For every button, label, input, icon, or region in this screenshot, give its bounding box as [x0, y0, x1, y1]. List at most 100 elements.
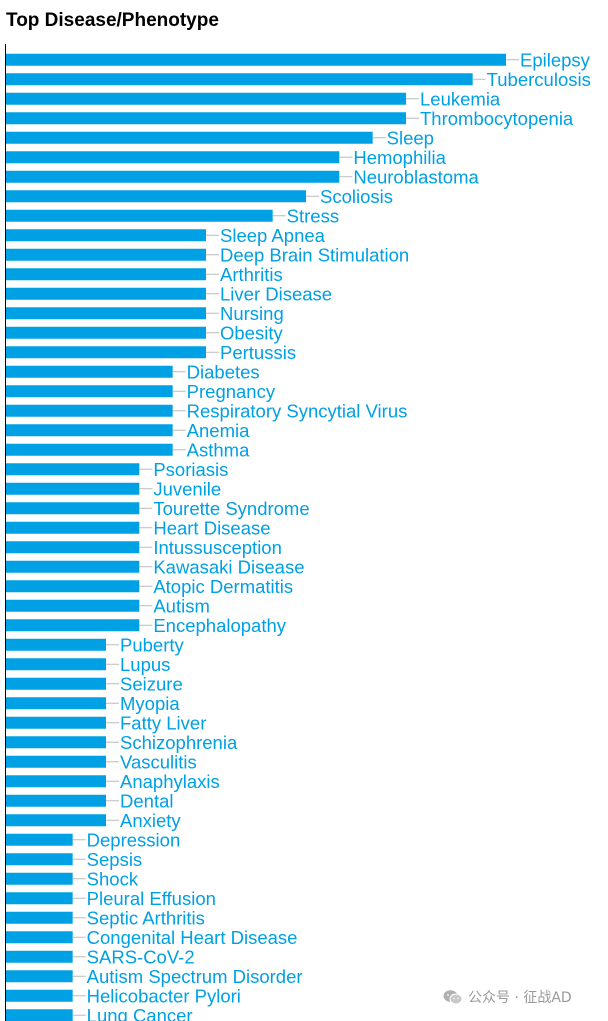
bar-label: Psoriasis: [153, 459, 228, 480]
bar-tuberculosis: [6, 73, 473, 86]
bar-lung-cancer: [6, 1009, 73, 1021]
bar-obesity: [6, 326, 206, 339]
bar-sleep-apnea: [6, 229, 206, 242]
bar-heart-disease: [6, 521, 140, 534]
bar-label: Lung Cancer: [87, 1005, 193, 1021]
bar-label: Epilepsy: [520, 49, 591, 70]
bar-label: Diabetes: [187, 361, 260, 382]
bar-seizure: [6, 677, 106, 690]
bar-myopia: [6, 697, 106, 710]
bar-label: Anaphylaxis: [120, 771, 220, 792]
bar-label: Depression: [87, 829, 181, 850]
bar-sleep: [6, 131, 373, 144]
bar-label: SARS-CoV-2: [87, 946, 195, 967]
bar-tourette-syndrome: [6, 502, 140, 515]
bar-depression: [6, 833, 73, 846]
bar-label: Sleep: [387, 127, 434, 148]
bar-label: Tourette Syndrome: [153, 498, 309, 519]
bar-label: Dental: [120, 790, 173, 811]
bar-label: Vasculitis: [120, 751, 197, 772]
bar-label: Congenital Heart Disease: [87, 927, 298, 948]
bar-septic-arthritis: [6, 911, 73, 924]
bar-dental: [6, 794, 106, 807]
bar-intussusception: [6, 541, 140, 554]
bar-arthritis: [6, 268, 206, 281]
bar-deep-brain-stimulation: [6, 248, 206, 261]
bar-label: Lupus: [120, 654, 170, 675]
bar-autism: [6, 599, 140, 612]
bar-lupus: [6, 658, 106, 671]
bar-thrombocytopenia: [6, 112, 406, 125]
bar-label: Thrombocytopenia: [420, 108, 574, 129]
bar-pleural-effusion: [6, 892, 73, 905]
bar-pregnancy: [6, 385, 173, 398]
bar-autism-spectrum-disorder: [6, 970, 73, 983]
bar-label: Autism: [153, 595, 210, 616]
bar-label: Tuberculosis: [487, 69, 591, 90]
bar-label: Heart Disease: [153, 517, 270, 538]
bar-juvenile: [6, 482, 140, 495]
bar-hemophilia: [6, 151, 340, 164]
bar-label: Liver Disease: [220, 283, 332, 304]
bar-label: Asthma: [187, 439, 250, 460]
bar-fatty-liver: [6, 716, 106, 729]
bar-diabetes: [6, 365, 173, 378]
wechat-icon: [443, 990, 463, 1005]
bar-label: Scoliosis: [320, 186, 393, 207]
bar-schizophrenia: [6, 736, 106, 749]
bar-scoliosis: [6, 190, 306, 203]
bar-label: Myopia: [120, 693, 180, 714]
bar-epilepsy: [6, 53, 506, 66]
bar-label: Pleural Effusion: [87, 888, 216, 909]
bar-sepsis: [6, 853, 73, 866]
bar-label: Nursing: [220, 303, 284, 324]
bar-label: Autism Spectrum Disorder: [87, 966, 303, 987]
bar-kawasaki-disease: [6, 560, 140, 573]
bar-label: Juvenile: [153, 478, 221, 499]
bar-psoriasis: [6, 463, 140, 476]
bar-respiratory-syncytial-virus: [6, 404, 173, 417]
bar-label: Anxiety: [120, 810, 181, 831]
bar-stress: [6, 209, 273, 222]
bar-label: Shock: [87, 868, 139, 889]
bar-label: Seizure: [120, 673, 183, 694]
bar-label: Pregnancy: [187, 381, 276, 402]
bar-label: Deep Brain Stimulation: [220, 244, 409, 265]
bar-label: Puberty: [120, 634, 185, 655]
watermark: 公众号 · 征战AD: [443, 987, 572, 1007]
bar-label: Pertussis: [220, 342, 296, 363]
bar-pertussis: [6, 346, 206, 359]
bar-label: Intussusception: [153, 537, 282, 558]
bar-anaphylaxis: [6, 775, 106, 788]
bar-label: Sepsis: [87, 849, 143, 870]
bar-anxiety: [6, 814, 106, 827]
bar-encephalopathy: [6, 619, 140, 632]
bar-label: Atopic Dermatitis: [153, 576, 293, 597]
bar-liver-disease: [6, 287, 206, 300]
bar-label: Neuroblastoma: [353, 166, 479, 187]
bar-label: Fatty Liver: [120, 712, 206, 733]
bar-atopic-dermatitis: [6, 580, 140, 593]
chart-title: Top Disease/Phenotype: [6, 10, 219, 31]
bar-label: Sleep Apnea: [220, 225, 326, 246]
bar-label: Obesity: [220, 322, 283, 343]
bar-congenital-heart-disease: [6, 931, 73, 944]
bar-label: Arthritis: [220, 264, 283, 285]
bar-asthma: [6, 443, 173, 456]
bar-sars-cov-2: [6, 950, 73, 963]
bar-shock: [6, 872, 73, 885]
watermark-text: 公众号 · 征战AD: [468, 990, 572, 1006]
bar-label: Encephalopathy: [153, 615, 286, 636]
bar-label: Leukemia: [420, 88, 501, 109]
bar-neuroblastoma: [6, 170, 340, 183]
bar-label: Septic Arthritis: [87, 907, 205, 928]
bar-label: Anemia: [187, 420, 250, 441]
bar-anemia: [6, 424, 173, 437]
bar-puberty: [6, 638, 106, 651]
bar-nursing: [6, 307, 206, 320]
bar-helicobacter-pylori: [6, 989, 73, 1002]
bar-vasculitis: [6, 755, 106, 768]
bar-label: Schizophrenia: [120, 732, 238, 753]
bar-label: Respiratory Syncytial Virus: [187, 400, 408, 421]
